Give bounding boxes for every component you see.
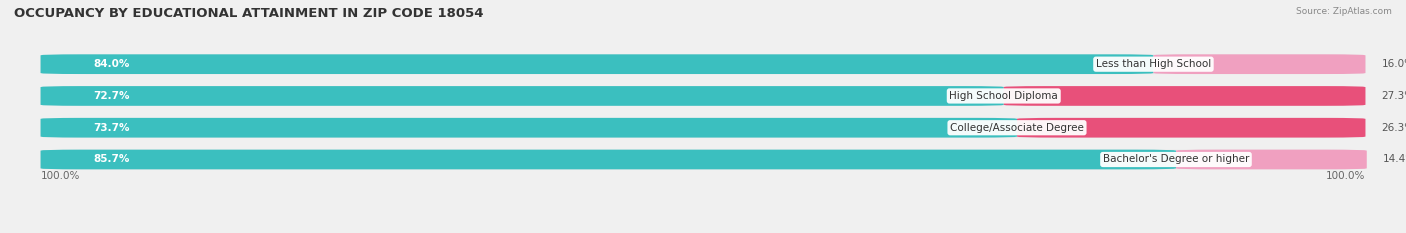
Text: 27.3%: 27.3% xyxy=(1381,91,1406,101)
Text: High School Diploma: High School Diploma xyxy=(949,91,1059,101)
Text: 72.7%: 72.7% xyxy=(94,91,129,101)
Text: 100.0%: 100.0% xyxy=(41,171,80,181)
Text: 26.3%: 26.3% xyxy=(1381,123,1406,133)
FancyBboxPatch shape xyxy=(41,118,1365,137)
Text: 16.0%: 16.0% xyxy=(1381,59,1406,69)
Text: 84.0%: 84.0% xyxy=(94,59,129,69)
Text: College/Associate Degree: College/Associate Degree xyxy=(950,123,1084,133)
FancyBboxPatch shape xyxy=(41,54,1365,74)
FancyBboxPatch shape xyxy=(1175,150,1367,169)
FancyBboxPatch shape xyxy=(41,118,1017,137)
Text: Less than High School: Less than High School xyxy=(1095,59,1211,69)
FancyBboxPatch shape xyxy=(41,54,1153,74)
FancyBboxPatch shape xyxy=(1017,118,1365,137)
Text: 85.7%: 85.7% xyxy=(94,154,129,164)
Text: 73.7%: 73.7% xyxy=(94,123,129,133)
Text: Bachelor's Degree or higher: Bachelor's Degree or higher xyxy=(1102,154,1249,164)
FancyBboxPatch shape xyxy=(41,150,1365,169)
FancyBboxPatch shape xyxy=(41,150,1175,169)
FancyBboxPatch shape xyxy=(1004,86,1365,106)
Text: OCCUPANCY BY EDUCATIONAL ATTAINMENT IN ZIP CODE 18054: OCCUPANCY BY EDUCATIONAL ATTAINMENT IN Z… xyxy=(14,7,484,20)
FancyBboxPatch shape xyxy=(41,86,1365,106)
Text: 100.0%: 100.0% xyxy=(1326,171,1365,181)
FancyBboxPatch shape xyxy=(1153,54,1365,74)
FancyBboxPatch shape xyxy=(41,86,1004,106)
Text: 14.4%: 14.4% xyxy=(1382,154,1406,164)
Text: Source: ZipAtlas.com: Source: ZipAtlas.com xyxy=(1296,7,1392,16)
